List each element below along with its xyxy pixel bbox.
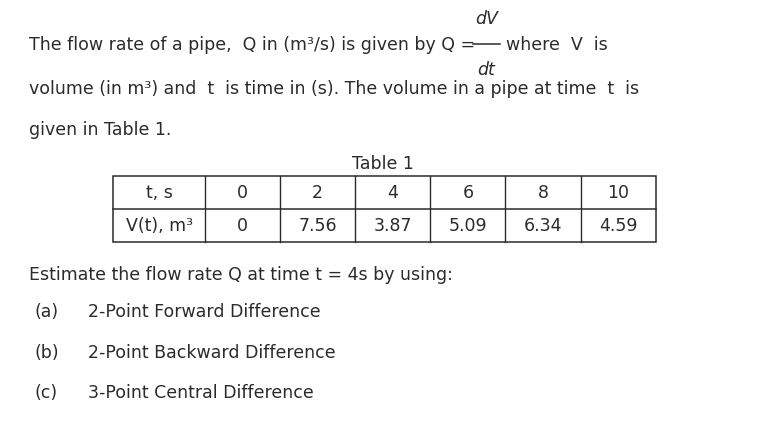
Text: 2-Point Backward Difference: 2-Point Backward Difference <box>88 344 336 362</box>
Text: Table 1: Table 1 <box>352 155 413 173</box>
Text: 6: 6 <box>462 184 474 201</box>
Text: given in Table 1.: given in Table 1. <box>29 122 171 139</box>
Text: 8: 8 <box>538 184 549 201</box>
Bar <box>113 176 656 242</box>
Text: 2: 2 <box>312 184 323 201</box>
Text: where  V  is: where V is <box>506 36 607 54</box>
Text: 0: 0 <box>237 217 248 235</box>
Text: 4: 4 <box>387 184 399 201</box>
Text: 5.09: 5.09 <box>448 217 487 235</box>
Text: (a): (a) <box>34 303 59 321</box>
Text: (c): (c) <box>34 384 57 402</box>
Text: dV: dV <box>475 10 498 28</box>
Text: volume (in m³) and  t  is time in (s). The volume in a pipe at time  t  is: volume (in m³) and t is time in (s). The… <box>29 80 640 98</box>
Text: 4.59: 4.59 <box>599 217 637 235</box>
Text: The flow rate of a pipe,  Q in (m³/s) is given by Q =: The flow rate of a pipe, Q in (m³/s) is … <box>29 36 475 54</box>
Text: 3-Point Central Difference: 3-Point Central Difference <box>88 384 314 402</box>
Text: 10: 10 <box>607 184 629 201</box>
Text: 0: 0 <box>237 184 248 201</box>
Text: Estimate the flow rate Q at time t = 4s by using:: Estimate the flow rate Q at time t = 4s … <box>29 266 453 284</box>
Text: 6.34: 6.34 <box>524 217 562 235</box>
Text: (b): (b) <box>34 344 59 362</box>
Text: 7.56: 7.56 <box>298 217 337 235</box>
Text: V(t), m³: V(t), m³ <box>125 217 193 235</box>
Text: 2-Point Forward Difference: 2-Point Forward Difference <box>88 303 321 321</box>
Text: t, s: t, s <box>145 184 173 201</box>
Text: dt: dt <box>477 61 496 79</box>
Text: 3.87: 3.87 <box>373 217 412 235</box>
